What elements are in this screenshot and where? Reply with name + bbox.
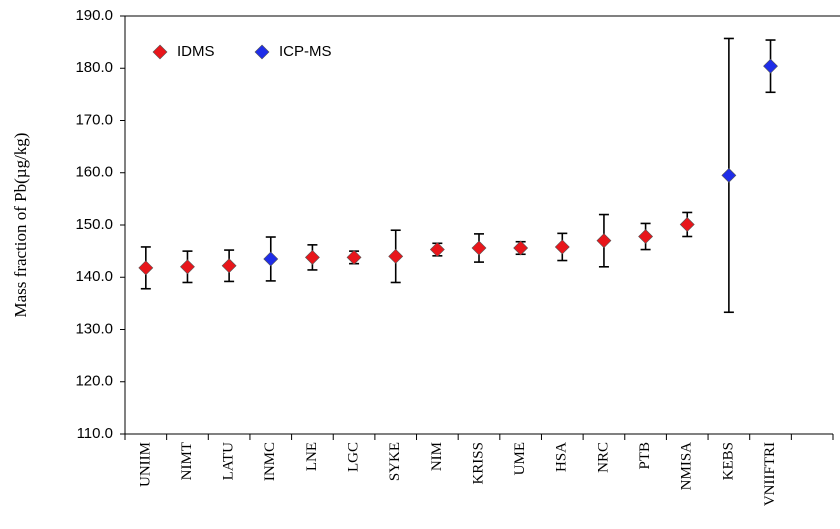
- marker: [763, 58, 778, 74]
- y-tick-label: 130.0: [75, 320, 113, 337]
- y-tick-label: 160.0: [75, 164, 113, 181]
- marker: [721, 167, 737, 183]
- y-tick-label: 150.0: [75, 216, 113, 233]
- marker: [471, 240, 487, 256]
- x-tick-label: NIM: [429, 442, 445, 471]
- x-tick-label: NMISA: [679, 442, 695, 491]
- x-tick-label: NIMT: [179, 442, 195, 480]
- x-tick-label: KRISS: [470, 442, 486, 485]
- y-tick-label: 140.0: [75, 268, 113, 285]
- marker: [679, 217, 695, 232]
- x-tick-label: VNIIFTRI: [762, 442, 778, 506]
- x-tick-label: SYKE: [387, 442, 403, 481]
- x-tick-label: NRC: [595, 442, 611, 473]
- marker: [221, 258, 237, 274]
- marker: [554, 239, 570, 255]
- marker: [596, 233, 612, 249]
- y-tick-label: 110.0: [77, 425, 113, 442]
- x-tick-label: LGC: [345, 442, 361, 472]
- x-tick-label: LNE: [304, 442, 320, 471]
- marker: [263, 251, 279, 267]
- marker: [138, 260, 154, 276]
- legend-marker: [254, 44, 270, 60]
- y-tick-label: 180.0: [75, 59, 113, 76]
- marker: [388, 248, 404, 264]
- legend-label: ICP-MS: [279, 43, 332, 60]
- legend-marker: [152, 44, 168, 60]
- marker: [513, 240, 529, 256]
- marker: [180, 259, 195, 275]
- y-tick-label: 170.0: [75, 111, 113, 128]
- marker: [638, 229, 654, 244]
- x-tick-label: UNIIM: [137, 442, 153, 487]
- y-axis-label: Mass fraction of Pb(µg/kg): [11, 133, 30, 318]
- marker: [346, 249, 362, 265]
- x-tick-label: KEBS: [720, 442, 736, 480]
- x-tick-label: UME: [512, 442, 528, 475]
- x-tick-label: LATU: [221, 442, 237, 480]
- x-tick-label: INMC: [262, 442, 278, 481]
- marker: [304, 249, 320, 265]
- x-tick-label: PTB: [637, 442, 653, 470]
- y-tick-label: 190.0: [75, 7, 113, 24]
- x-tick-label: HSA: [554, 442, 570, 472]
- marker: [429, 242, 445, 257]
- y-tick-label: 120.0: [75, 373, 113, 390]
- legend-label: IDMS: [177, 43, 215, 60]
